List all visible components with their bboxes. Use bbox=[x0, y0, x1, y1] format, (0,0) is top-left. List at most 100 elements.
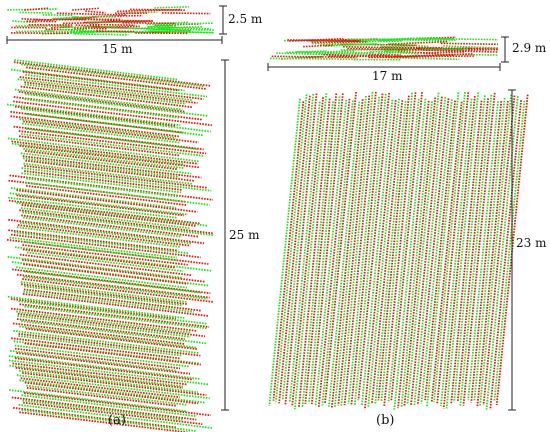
point-trace bbox=[450, 100, 483, 405]
point-trace bbox=[21, 122, 181, 144]
point-trace bbox=[17, 315, 191, 338]
point-trace bbox=[377, 95, 410, 401]
point-trace bbox=[18, 130, 207, 155]
point-trace bbox=[21, 394, 198, 418]
point-trace bbox=[364, 100, 397, 409]
point-trace bbox=[154, 6, 189, 9]
point-trace bbox=[9, 174, 214, 201]
point-trace bbox=[161, 12, 211, 15]
point-trace bbox=[24, 98, 180, 119]
point-trace bbox=[19, 303, 210, 328]
point-trace bbox=[22, 248, 176, 269]
point-trace bbox=[8, 218, 205, 245]
point-trace bbox=[14, 344, 190, 368]
point-trace bbox=[318, 51, 376, 55]
point-trace bbox=[144, 30, 215, 34]
point-trace bbox=[15, 366, 184, 389]
point-trace bbox=[25, 113, 204, 137]
point-trace bbox=[268, 98, 301, 406]
point-trace bbox=[13, 340, 201, 365]
point-trace bbox=[8, 179, 186, 203]
point-trace bbox=[153, 28, 216, 31]
point-trace bbox=[24, 342, 201, 366]
point-trace bbox=[18, 335, 182, 357]
point-trace bbox=[22, 244, 188, 266]
point-trace bbox=[92, 14, 143, 18]
point-trace bbox=[7, 196, 177, 219]
point-trace bbox=[84, 18, 153, 23]
point-trace bbox=[397, 100, 430, 409]
panel-b-height-label: 2.9 m bbox=[512, 41, 547, 55]
point-trace bbox=[13, 329, 200, 354]
point-trace bbox=[387, 43, 429, 48]
point-trace bbox=[343, 91, 377, 406]
point-trace bbox=[436, 53, 499, 56]
point-trace bbox=[14, 105, 177, 127]
point-trace bbox=[350, 93, 384, 406]
point-trace bbox=[14, 59, 179, 81]
point-trace bbox=[158, 26, 203, 29]
point-trace bbox=[10, 115, 180, 138]
point-trace bbox=[328, 101, 361, 407]
point-trace bbox=[442, 96, 476, 409]
point-trace bbox=[340, 92, 374, 406]
point-trace bbox=[17, 224, 191, 247]
point-trace bbox=[24, 285, 182, 307]
point-trace bbox=[321, 100, 354, 406]
point-trace bbox=[23, 288, 202, 312]
point-trace bbox=[22, 70, 180, 92]
point-trace bbox=[72, 7, 100, 11]
point-trace bbox=[60, 28, 88, 31]
point-trace bbox=[495, 94, 529, 406]
point-trace bbox=[383, 92, 417, 406]
point-trace bbox=[10, 307, 198, 332]
point-trace bbox=[14, 88, 183, 111]
point-trace bbox=[445, 92, 480, 409]
point-trace bbox=[413, 97, 447, 406]
point-trace bbox=[26, 384, 187, 406]
point-trace bbox=[312, 42, 386, 46]
point-trace bbox=[281, 93, 315, 401]
point-trace bbox=[370, 48, 427, 53]
point-trace bbox=[476, 100, 509, 407]
point-trace bbox=[25, 181, 210, 206]
point-trace bbox=[122, 22, 176, 25]
panel-a-dimensions bbox=[6, 5, 229, 411]
point-trace bbox=[443, 45, 499, 49]
point-trace bbox=[489, 100, 522, 410]
point-trace bbox=[390, 92, 423, 401]
point-trace bbox=[301, 101, 334, 407]
point-trace bbox=[85, 10, 106, 14]
point-trace bbox=[17, 312, 206, 338]
point-trace bbox=[13, 125, 204, 151]
point-trace bbox=[16, 318, 185, 340]
point-trace bbox=[26, 251, 184, 273]
point-trace bbox=[416, 98, 450, 406]
point-trace bbox=[269, 57, 358, 60]
point-trace bbox=[117, 8, 182, 13]
point-trace bbox=[148, 26, 211, 30]
point-trace bbox=[479, 94, 513, 407]
point-trace bbox=[19, 144, 201, 169]
point-trace bbox=[74, 33, 129, 36]
point-trace bbox=[324, 91, 357, 404]
point-trace bbox=[23, 120, 199, 144]
point-trace bbox=[25, 177, 178, 198]
point-trace bbox=[7, 137, 200, 163]
point-trace bbox=[467, 101, 499, 401]
point-trace bbox=[482, 95, 516, 406]
panel-a-length-label: 25 m bbox=[229, 228, 260, 242]
point-trace bbox=[20, 107, 212, 133]
point-trace bbox=[16, 194, 185, 217]
point-trace bbox=[333, 95, 367, 408]
point-trace bbox=[385, 50, 418, 55]
point-trace bbox=[426, 92, 460, 407]
point-trace bbox=[8, 229, 179, 252]
point-trace bbox=[17, 78, 193, 102]
point-trace bbox=[337, 95, 371, 406]
point-trace bbox=[19, 221, 193, 245]
point-trace bbox=[308, 96, 341, 403]
point-trace bbox=[289, 37, 344, 42]
point-trace bbox=[13, 61, 211, 87]
